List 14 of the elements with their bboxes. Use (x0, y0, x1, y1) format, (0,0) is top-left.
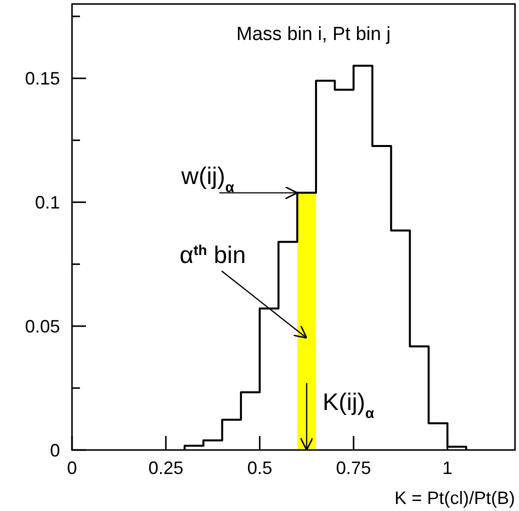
x-tick-label: 0.5 (247, 458, 272, 478)
annotation: α$^{th}$ bin (180, 242, 246, 269)
x-axis-title: K = Pt(cl)/Pt(B) (394, 488, 515, 508)
x-tick-label: 0.75 (336, 458, 372, 478)
x-tick-label: 0.25 (148, 458, 184, 478)
y-tick-label: 0.05 (24, 316, 60, 336)
annotation: w(ij)$_{α}$ (180, 162, 234, 196)
y-tick-label: 0 (50, 440, 60, 460)
y-tick-label: 0.1 (34, 192, 60, 213)
text: Mass bin i, Pt bin j (236, 24, 391, 45)
y-tick-label: 0.15 (24, 68, 60, 89)
x-tick-label: 1 (442, 458, 452, 478)
x-tick-label: 0 (66, 458, 78, 478)
annotation: K(ij)$_{α}$ (322, 389, 374, 422)
